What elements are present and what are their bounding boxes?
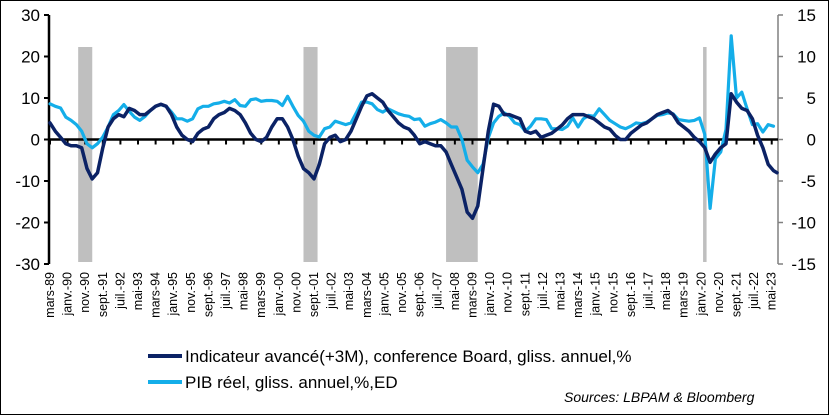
- x-tick-label: juil.-92: [113, 272, 127, 310]
- x-tick-label: sept.-11: [518, 272, 532, 316]
- x-tick-label: mars-94: [149, 272, 163, 318]
- right-tick-label: -10: [791, 214, 816, 233]
- x-tick-label: juil.-17: [641, 272, 655, 310]
- x-tick-label: juil.-07: [430, 272, 444, 310]
- recession-bar-1: [303, 47, 318, 262]
- right-tick-label: 5: [807, 89, 816, 108]
- right-tick-label: 10: [797, 48, 816, 67]
- x-tick-label: juil.-22: [747, 272, 761, 310]
- axes: 30 20 10 0 -10 -20 -30 15 10 5 0 -5 -10 -15: [15, 6, 816, 274]
- x-tick-label: janv.-05: [377, 272, 391, 317]
- x-tick-label: janv.-15: [589, 272, 603, 317]
- left-tick-label: 30: [21, 6, 40, 25]
- x-tick-label: sept.-01: [307, 272, 321, 317]
- x-tick-label: mars-89: [43, 272, 57, 318]
- x-tick-label: mai-18: [659, 272, 673, 310]
- x-tick-label: mars-14: [571, 272, 585, 318]
- right-tick-label: 0: [807, 131, 816, 150]
- x-tick-label: nov.-05: [395, 272, 409, 313]
- x-tick-label: janv.-95: [166, 272, 180, 317]
- x-tick-label: mars-09: [465, 272, 479, 318]
- left-tick-label: 0: [31, 131, 40, 150]
- source-note: Sources: LBPAM & Bloomberg: [564, 389, 755, 405]
- x-tick-label: nov.-90: [78, 272, 92, 313]
- x-tick-label: sept.-91: [96, 272, 110, 317]
- recession-bar-2: [446, 47, 478, 262]
- x-tick-label: nov.-20: [712, 272, 726, 313]
- left-tick-label: 20: [21, 48, 40, 67]
- series-line-gdp: [48, 34, 776, 210]
- x-tick-label: sept.-06: [413, 272, 427, 317]
- left-tick-label: -30: [15, 255, 40, 274]
- x-tick-label: sept.-96: [201, 272, 215, 317]
- legend-item-leading-indicator: Indicateur avancé(+3M), conference Board…: [148, 347, 632, 366]
- x-tick-label: mars-04: [360, 272, 374, 318]
- x-tick-label: juil.-97: [219, 272, 233, 310]
- left-tick-label: -20: [15, 214, 40, 233]
- legend-label-leading-indicator: Indicateur avancé(+3M), conference Board…: [185, 347, 632, 366]
- left-tick-label: -10: [15, 172, 40, 191]
- right-tick-label: -5: [801, 172, 816, 191]
- x-tick-label: sept.-21: [730, 272, 744, 317]
- x-tick-label: mai-08: [448, 272, 462, 310]
- x-tick-label: janv.-90: [61, 272, 75, 317]
- x-tick-label: sept.-16: [624, 272, 638, 317]
- legend-label-gdp: PIB réel, gliss. annuel,%,ED: [185, 373, 398, 392]
- x-tick-label: nov.-15: [606, 272, 620, 313]
- x-tick-label: janv.-20: [694, 272, 708, 317]
- legend: Indicateur avancé(+3M), conference Board…: [148, 347, 632, 392]
- left-tick-label: 10: [21, 89, 40, 108]
- x-tick-label: mars-99: [254, 272, 268, 318]
- x-tick-labels: mars-89 janv.-90 nov.-90 sept.-91 juil.-92 ma…: [43, 272, 779, 318]
- x-tick-label: mai-13: [553, 272, 567, 310]
- x-tick-label: juil.-02: [325, 272, 339, 310]
- x-tick-label: nov.-95: [184, 272, 198, 313]
- x-tick-label: mai-93: [131, 272, 145, 310]
- x-tick-label: mai-23: [765, 272, 779, 310]
- recession-bars: [78, 47, 707, 262]
- series-line-leading-indicator: [48, 92, 779, 221]
- legend-item-gdp: PIB réel, gliss. annuel,%,ED: [148, 373, 398, 392]
- series-lines: [48, 34, 779, 221]
- x-tick-label: janv.-00: [272, 272, 286, 317]
- x-tick-label: janv.-10: [483, 272, 497, 317]
- x-tick-label: juil.-12: [536, 272, 550, 310]
- x-tick-label: mars-19: [677, 272, 691, 318]
- x-tick-label: nov.-10: [501, 272, 515, 313]
- right-tick-label: -15: [791, 255, 816, 274]
- x-tick-label: nov.-00: [289, 272, 303, 313]
- x-tick-label: mai-98: [237, 272, 251, 310]
- right-tick-label: 15: [797, 6, 816, 25]
- x-tick-label: mai-03: [342, 272, 356, 310]
